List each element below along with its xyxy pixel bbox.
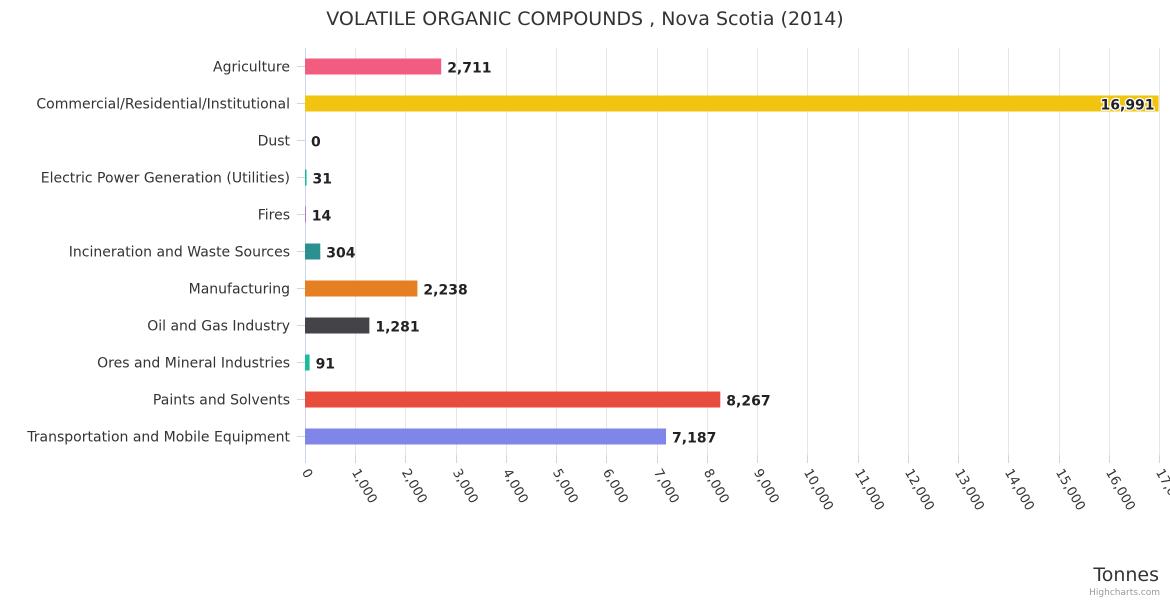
category-label: Incineration and Waste Sources	[69, 245, 290, 261]
x-tick-label: 12,000	[901, 467, 937, 514]
x-tick-label: 4,000	[499, 467, 531, 507]
bar[interactable]	[305, 169, 307, 186]
data-label: 31	[313, 172, 332, 188]
x-tick-label: 9,000	[750, 467, 782, 507]
category-label: Paints and Solvents	[153, 393, 290, 409]
data-labels: 2,711 16,991 0 31 14 304 2,238 1,281 91 8,267 7,18…	[311, 61, 1156, 447]
data-label: 1,281	[375, 320, 419, 336]
x-axis-ticks: 0 1,000 2,000 3,000 4,000 5,000 6,000 7,000 8,00…	[298, 455, 1170, 513]
category-label: Commercial/Residential/Institutional	[36, 97, 290, 113]
data-label: 2,711	[447, 61, 491, 77]
data-label: 16,991	[1101, 98, 1155, 114]
category-label: Manufacturing	[189, 282, 290, 298]
data-label: 304	[326, 246, 355, 262]
category-label: Fires	[258, 208, 290, 224]
x-tick-label: 14,000	[1001, 467, 1037, 514]
x-axis-title: Tonnes	[1092, 564, 1159, 586]
data-label: 8,267	[726, 394, 770, 410]
bar[interactable]	[305, 206, 306, 223]
bar[interactable]	[305, 58, 442, 75]
data-label: 0	[311, 135, 321, 151]
category-label: Dust	[258, 134, 291, 150]
bar[interactable]	[305, 428, 667, 445]
x-tick-label: 10,000	[800, 467, 836, 514]
bar[interactable]	[305, 243, 321, 260]
bars	[305, 58, 1159, 445]
bar[interactable]	[305, 391, 721, 408]
x-tick-label: 17,000	[1152, 467, 1170, 514]
data-label: 14	[312, 209, 332, 225]
x-tick-label: 6,000	[599, 467, 631, 507]
x-tick-label: 7,000	[650, 467, 682, 507]
category-labels: Agriculture Commercial/Residential/Instit…	[26, 60, 305, 446]
gridlines	[305, 48, 1160, 455]
category-label: Ores and Mineral Industries	[97, 356, 290, 372]
x-tick-label: 16,000	[1102, 467, 1138, 514]
x-tick-label: 2,000	[398, 467, 430, 507]
category-label: Agriculture	[213, 60, 290, 76]
x-tick-label: 3,000	[449, 467, 481, 507]
category-label: Oil and Gas Industry	[147, 319, 290, 335]
data-label: 7,187	[672, 431, 716, 447]
x-tick-label: 15,000	[1052, 467, 1088, 514]
x-tick-label: 1,000	[348, 467, 380, 507]
x-tick-label: 0	[298, 467, 315, 482]
bar[interactable]	[305, 95, 1159, 112]
x-tick-label: 13,000	[951, 467, 987, 514]
data-label: 91	[316, 357, 335, 373]
x-tick-label: 11,000	[851, 467, 887, 514]
data-label: 2,238	[423, 283, 467, 299]
x-tick-label: 8,000	[700, 467, 732, 507]
category-label: Electric Power Generation (Utilities)	[41, 171, 290, 187]
bar[interactable]	[305, 354, 310, 371]
bar[interactable]	[305, 280, 418, 297]
bar[interactable]	[305, 317, 370, 334]
chart-title: VOLATILE ORGANIC COMPOUNDS , Nova Scotia…	[326, 8, 843, 30]
x-tick-label: 5,000	[549, 467, 581, 507]
category-label: Transportation and Mobile Equipment	[26, 430, 290, 446]
credits-link[interactable]: Highcharts.com	[1089, 588, 1160, 598]
